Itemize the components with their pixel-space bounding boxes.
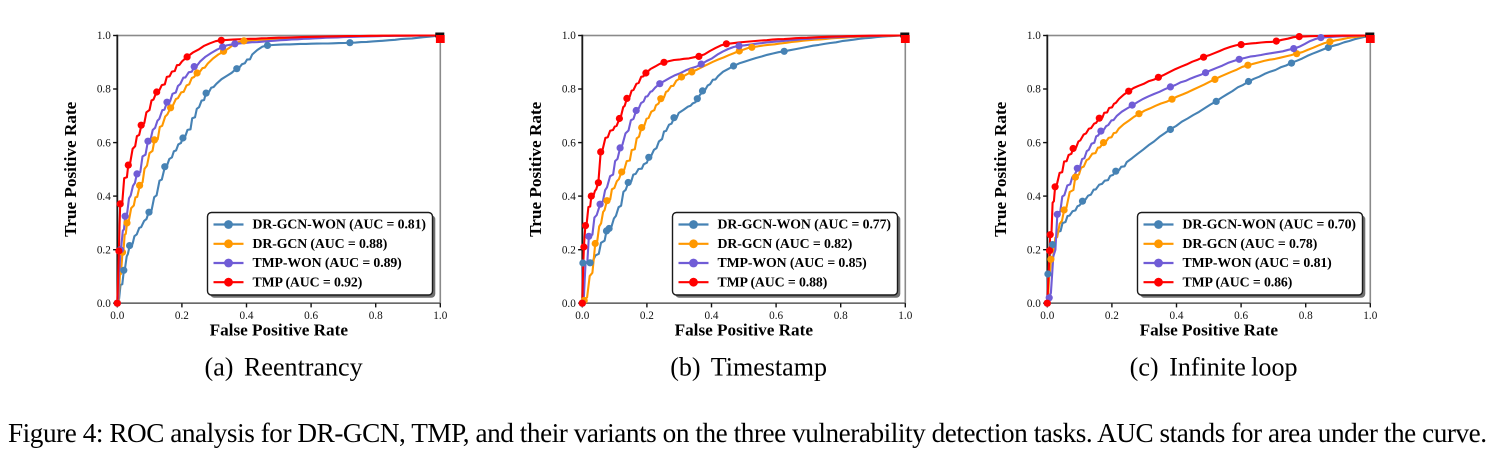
svg-text:1.0: 1.0 xyxy=(562,30,576,42)
svg-text:0.0: 0.0 xyxy=(1027,298,1041,310)
svg-text:(c) Infinite loop: (c) Infinite loop xyxy=(1130,352,1298,381)
svg-text:0.8: 0.8 xyxy=(562,84,576,96)
svg-text:TMP (AUC = 0.88): TMP (AUC = 0.88) xyxy=(718,274,828,290)
svg-text:DR-GCN (AUC = 0.88): DR-GCN (AUC = 0.88) xyxy=(253,236,388,252)
svg-text:0.0: 0.0 xyxy=(110,310,124,322)
svg-text:DR-GCN-WON (AUC = 0.81): DR-GCN-WON (AUC = 0.81) xyxy=(253,217,426,233)
svg-text:DR-GCN-WON (AUC = 0.77): DR-GCN-WON (AUC = 0.77) xyxy=(718,217,891,233)
svg-text:0.8: 0.8 xyxy=(1299,310,1313,322)
svg-text:0.4: 0.4 xyxy=(240,310,254,322)
svg-text:(b) Timestamp: (b) Timestamp xyxy=(670,352,827,381)
svg-text:TMP-WON (AUC = 0.89): TMP-WON (AUC = 0.89) xyxy=(253,255,402,271)
svg-text:1.0: 1.0 xyxy=(97,30,111,42)
svg-text:0.2: 0.2 xyxy=(1027,244,1041,256)
svg-text:True Positive Rate: True Positive Rate xyxy=(991,101,1010,237)
svg-text:0.4: 0.4 xyxy=(97,191,111,203)
svg-text:DR-GCN-WON (AUC = 0.70): DR-GCN-WON (AUC = 0.70) xyxy=(1183,217,1356,233)
svg-text:0.2: 0.2 xyxy=(1105,310,1119,322)
svg-text:0.0: 0.0 xyxy=(97,298,111,310)
svg-text:0.4: 0.4 xyxy=(1170,310,1184,322)
svg-text:0.8: 0.8 xyxy=(369,310,383,322)
svg-text:DR-GCN (AUC = 0.78): DR-GCN (AUC = 0.78) xyxy=(1183,236,1318,252)
svg-text:0.2: 0.2 xyxy=(562,244,576,256)
svg-text:0.4: 0.4 xyxy=(1027,191,1041,203)
svg-text:0.8: 0.8 xyxy=(834,310,848,322)
svg-text:False Positive Rate: False Positive Rate xyxy=(210,321,349,340)
svg-text:TMP (AUC = 0.86): TMP (AUC = 0.86) xyxy=(1183,274,1293,290)
svg-text:0.0: 0.0 xyxy=(1040,310,1054,322)
svg-text:False Positive Rate: False Positive Rate xyxy=(675,321,814,340)
svg-text:0.2: 0.2 xyxy=(175,310,189,322)
svg-text:0.6: 0.6 xyxy=(1234,310,1248,322)
svg-text:True Positive Rate: True Positive Rate xyxy=(526,101,545,237)
svg-text:0.8: 0.8 xyxy=(97,84,111,96)
svg-text:0.4: 0.4 xyxy=(562,191,576,203)
svg-text:0.2: 0.2 xyxy=(97,244,111,256)
svg-text:0.6: 0.6 xyxy=(97,137,111,149)
svg-text:0.0: 0.0 xyxy=(575,310,589,322)
svg-text:1.0: 1.0 xyxy=(433,310,447,322)
svg-text:1.0: 1.0 xyxy=(1363,310,1377,322)
svg-text:0.6: 0.6 xyxy=(562,137,576,149)
svg-text:0.6: 0.6 xyxy=(1027,137,1041,149)
svg-text:1.0: 1.0 xyxy=(898,310,912,322)
svg-text:0.2: 0.2 xyxy=(640,310,654,322)
svg-text:DR-GCN (AUC = 0.82): DR-GCN (AUC = 0.82) xyxy=(718,236,853,252)
svg-text:TMP (AUC = 0.92): TMP (AUC = 0.92) xyxy=(253,274,363,290)
svg-text:0.6: 0.6 xyxy=(769,310,783,322)
svg-text:True Positive Rate: True Positive Rate xyxy=(61,101,80,237)
svg-text:TMP-WON (AUC = 0.85): TMP-WON (AUC = 0.85) xyxy=(718,255,867,271)
svg-text:False Positive Rate: False Positive Rate xyxy=(1140,321,1279,340)
svg-text:0.6: 0.6 xyxy=(304,310,318,322)
svg-text:(a) Reentrancy: (a) Reentrancy xyxy=(205,352,363,381)
svg-text:0.0: 0.0 xyxy=(562,298,576,310)
svg-text:0.4: 0.4 xyxy=(705,310,719,322)
svg-text:1.0: 1.0 xyxy=(1027,30,1041,42)
svg-text:TMP-WON (AUC = 0.81): TMP-WON (AUC = 0.81) xyxy=(1183,255,1332,271)
svg-text:0.8: 0.8 xyxy=(1027,84,1041,96)
